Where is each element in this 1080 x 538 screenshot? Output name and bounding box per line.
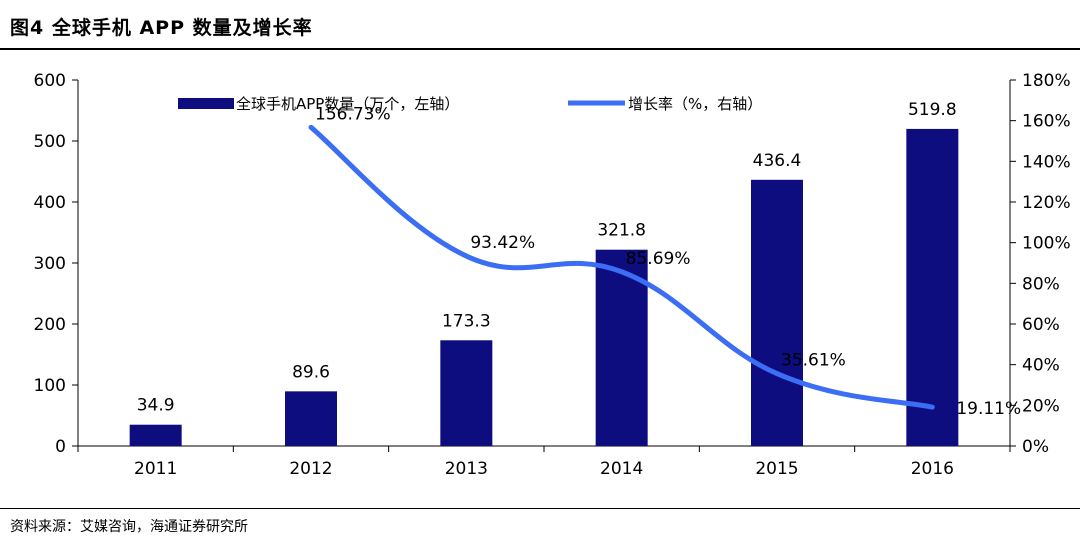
y-right-tick-label: 0% — [1022, 437, 1049, 457]
y-left-tick-label: 0 — [55, 437, 66, 457]
x-tick-label: 2014 — [600, 459, 643, 479]
x-tick-label: 2013 — [445, 459, 488, 479]
y-right-tick-label: 20% — [1022, 396, 1060, 416]
line-series: 156.73% 93.42% 85.69% 35.61% 19.11% — [308, 104, 1021, 419]
y-left-tick-label: 300 — [34, 254, 66, 274]
source-note: 资料来源：艾媒咨询，海通证券研究所 — [10, 519, 248, 535]
y-left-tick-label: 600 — [34, 71, 66, 91]
y-right-tick-label: 80% — [1022, 274, 1060, 294]
legend-line-label: 增长率（%，右轴） — [628, 95, 762, 113]
legend-bar-label: 全球手机APP数量（万个，左轴） — [236, 95, 459, 113]
bar — [285, 391, 337, 446]
bar-value-label: 436.4 — [753, 151, 802, 171]
chart-axes: 0 100 200 300 400 500 600 0% 20% 40% 60% 80% 100% 120… — [34, 71, 1071, 479]
y-right-tick-label: 160% — [1022, 112, 1071, 132]
bar-series: 34.9 89.6 173.3 321.8 436.4 519.8 — [129, 100, 959, 446]
bar — [751, 179, 803, 446]
y-right-tick-label: 60% — [1022, 315, 1060, 335]
figure-header: 图4 全球手机 APP 数量及增长率 — [0, 0, 1080, 52]
line-value-label: 19.11% — [956, 399, 1021, 419]
x-tick-label: 2012 — [289, 459, 332, 479]
bar-value-label: 34.9 — [137, 396, 175, 416]
bar — [440, 340, 493, 446]
y-right-tick-label: 180% — [1022, 71, 1071, 91]
legend-bar-swatch — [178, 98, 234, 109]
x-tick-label: 2011 — [134, 459, 177, 479]
x-tick-label: 2016 — [911, 459, 954, 479]
y-right-tick-label: 40% — [1022, 356, 1060, 376]
bar-value-label: 89.6 — [292, 362, 330, 382]
x-tick-label: 2015 — [755, 459, 798, 479]
y-right-tick-label: 100% — [1022, 234, 1071, 254]
legend: 全球手机APP数量（万个，左轴） 增长率（%，右轴） — [178, 95, 762, 113]
bar-value-label: 173.3 — [442, 311, 491, 331]
y-left-tick-label: 100 — [34, 376, 66, 396]
footer-rule — [0, 508, 1080, 509]
bar-value-label: 519.8 — [908, 100, 957, 120]
line-value-label: 93.42% — [470, 233, 535, 253]
figure-title: 图4 全球手机 APP 数量及增长率 — [10, 17, 313, 39]
chart: 0 100 200 300 400 500 600 0% 20% 40% 60% 80% 100% 120… — [34, 71, 1071, 479]
bar — [129, 424, 182, 446]
line-value-label: 156.73% — [315, 104, 391, 124]
y-right-tick-label: 140% — [1022, 152, 1071, 172]
line-value-label: 35.61% — [781, 351, 846, 371]
bar-value-label: 321.8 — [597, 221, 646, 241]
y-left-tick-label: 500 — [34, 132, 66, 152]
y-left-tick-label: 400 — [34, 193, 66, 213]
y-left-tick-label: 200 — [34, 315, 66, 335]
line-value-label: 85.69% — [626, 249, 691, 269]
y-right-tick-label: 120% — [1022, 193, 1071, 213]
header-rule — [0, 48, 1080, 50]
growth-rate-line — [308, 124, 935, 410]
bar — [906, 128, 959, 446]
bar — [595, 249, 648, 446]
